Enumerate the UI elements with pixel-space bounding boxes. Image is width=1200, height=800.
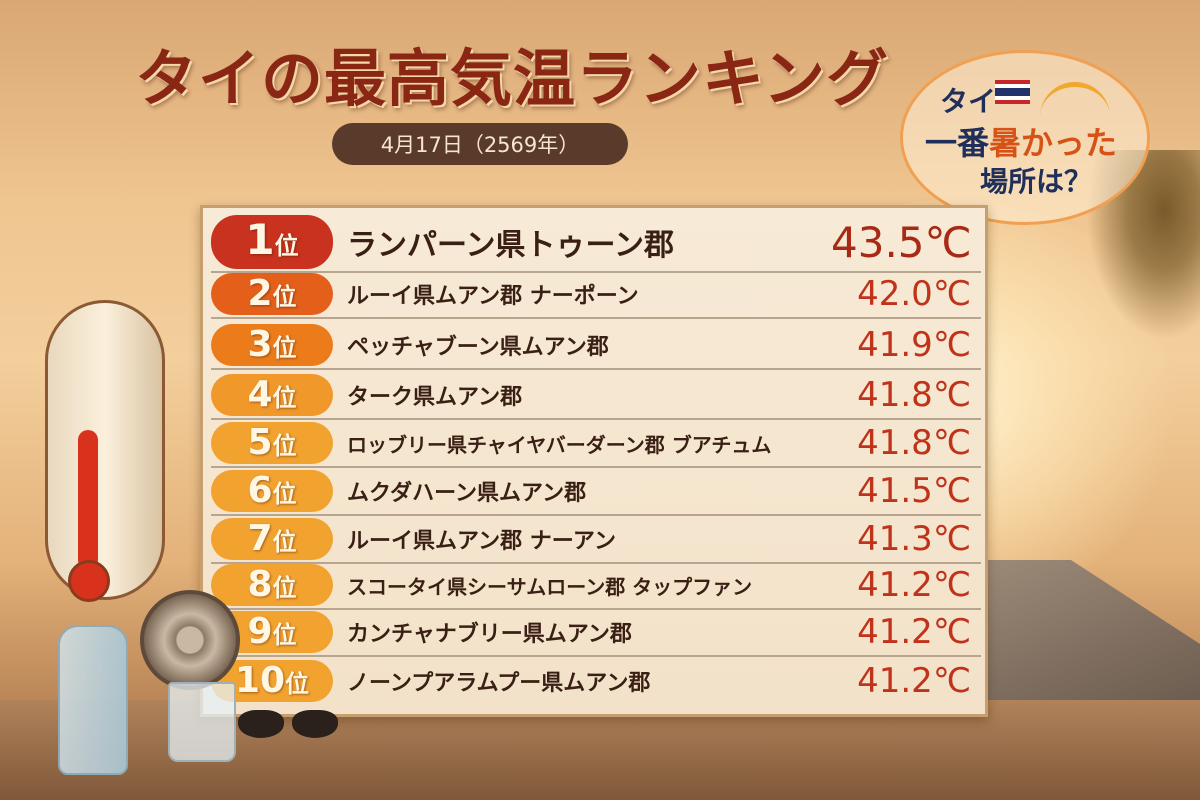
thermometer-bulb [68,560,110,602]
rank-suffix: 位 [272,334,297,362]
place-name: ルーイ県ムアン郡 ナーポーン [347,284,639,309]
place-name: ロッブリー県チャイヤバーダーン郡 ブアチュム [347,432,772,457]
thermometer-mercury [78,430,98,570]
place-name: ランパーン県トゥーン郡 [347,228,674,263]
rank-suffix: 位 [285,670,310,698]
rank-number: 8 [247,564,273,605]
ranking-row: 10 位 ノーンプアラムプー県ムアン郡 41.2℃ [211,657,981,705]
place-name: ペッチャブーン県ムアン郡 [347,335,609,360]
callout-line1: タイ [940,85,997,118]
rank-number: 3 [247,324,273,365]
place-name: ムクダハーン県ムアン郡 [347,481,587,506]
fan-icon [140,590,240,690]
temperature-value: 42.0℃ [857,274,971,314]
temperature-value: 41.2℃ [857,612,971,652]
place-name: ルーイ県ムアン郡 ナーアン [347,529,617,554]
rank-number: 5 [247,422,273,463]
temperature-value: 41.2℃ [857,661,971,701]
rank-number: 9 [247,611,273,652]
rank-suffix: 位 [272,432,297,460]
temperature-value: 41.3℃ [857,519,971,559]
callout-line2b: 暑かった [989,124,1118,162]
temperature-value: 41.5℃ [857,471,971,511]
rank-suffix: 位 [272,384,297,412]
temperature-value: 43.5℃ [831,217,972,267]
callout-line3: 場所は？ [980,165,1093,198]
thai-flag-icon [995,80,1030,104]
rank-number: 7 [247,518,273,559]
temperature-value: 41.2℃ [857,565,971,605]
temperature-value: 41.8℃ [857,375,971,415]
sunglasses-icon [238,710,338,738]
rank-number: 10 [234,660,286,701]
rank-number: 1 [245,215,275,264]
ice-glass-icon [168,682,236,762]
callout-bubble [900,50,1150,225]
callout-line2a: 一番 [925,124,990,162]
place-name: カンチャナブリー県ムアン郡 [347,622,632,647]
rank-number: 4 [247,374,273,415]
rank-suffix: 位 [272,480,297,508]
date-badge: 4月17日（2569年） [332,123,628,165]
rank-suffix: 位 [272,621,297,649]
water-bottle-icon [58,625,128,775]
road [985,560,1200,700]
rank-suffix: 位 [272,528,297,556]
rank-suffix: 位 [272,283,297,311]
sun-icon [1040,82,1110,152]
rank-suffix: 位 [272,574,297,602]
temperature-value: 41.9℃ [857,325,971,365]
place-name: ターク県ムアン郡 [347,385,523,410]
rank-number: 2 [247,273,273,314]
place-name: スコータイ県シーサムローン郡 タップファン [347,574,753,599]
thermometer-mascot [45,300,165,600]
lens-right [292,710,338,738]
rank-number: 6 [247,470,273,511]
callout-line2: 一番暑かった [925,118,1117,164]
page-title: タイの最高気温ランキング [135,42,890,115]
lens-left [238,710,284,738]
place-name: ノーンプアラムプー県ムアン郡 [347,671,651,696]
temperature-value: 41.8℃ [857,423,971,463]
rank-suffix: 位 [274,232,299,260]
